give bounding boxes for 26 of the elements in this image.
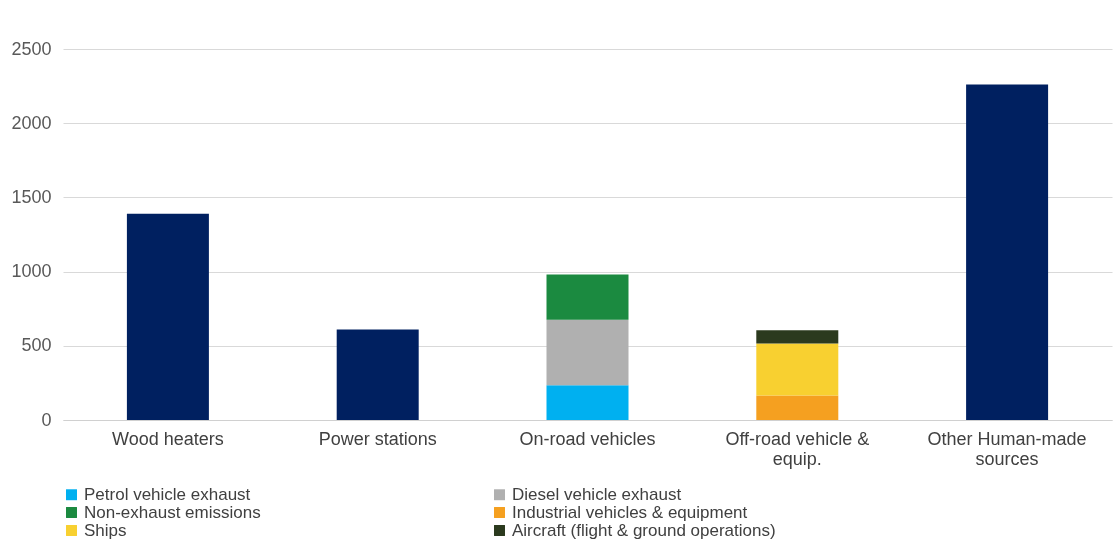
legend-label: Aircraft (flight & ground operations) <box>512 520 776 540</box>
x-tick-label: Power stations <box>318 428 437 449</box>
bar <box>546 385 629 420</box>
x-tick-label: Off-road vehicle & equip. <box>725 428 870 469</box>
y-tick-label: 500 <box>21 335 52 356</box>
bar <box>546 319 629 386</box>
bar <box>756 343 839 396</box>
y-tick-label: 0 <box>41 409 52 430</box>
bar <box>546 274 629 320</box>
legend-label: Ships <box>84 520 127 540</box>
bar <box>756 395 839 420</box>
legend-label: Diesel vehicle exhaust <box>512 484 682 504</box>
x-tick-label: On-road vehicles <box>519 428 656 449</box>
y-tick-label: 1500 <box>11 186 52 207</box>
x-tick-label: Other Human-made sources <box>927 428 1087 469</box>
x-tick-label: Wood heaters <box>112 428 224 449</box>
legend-label: Petrol vehicle exhaust <box>84 484 251 504</box>
y-tick-label: 2500 <box>11 38 52 59</box>
bar <box>756 330 839 344</box>
bar <box>336 329 419 420</box>
legend-label: Industrial vehicles & equipment <box>512 502 748 522</box>
y-tick-label: 2000 <box>11 112 52 133</box>
y-tick-label: 1000 <box>11 261 52 282</box>
bar <box>966 84 1049 420</box>
legend-label: Non-exhaust emissions <box>84 502 261 522</box>
bar <box>126 213 209 420</box>
